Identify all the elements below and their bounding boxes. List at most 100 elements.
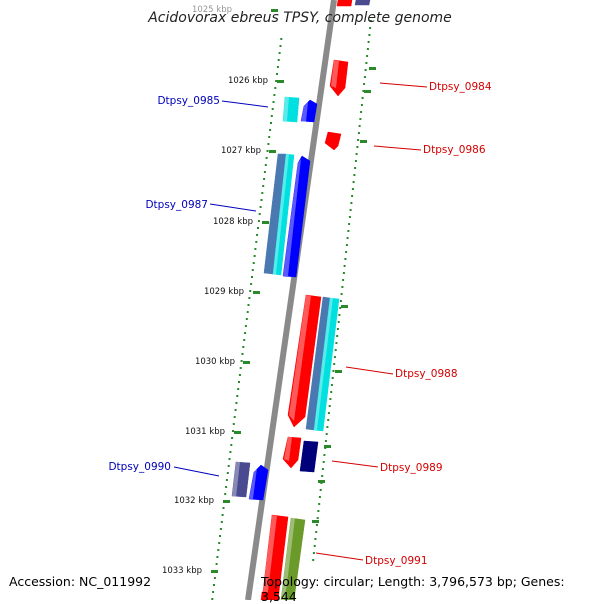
gene-label-dtpsy-0988[interactable]: Dtpsy_0988 — [395, 368, 458, 380]
gene-label-dtpsy-0991[interactable]: Dtpsy_0991 — [365, 555, 428, 567]
tick-dot — [238, 381, 240, 383]
gene-bottom-red[interactable] — [260, 591, 275, 600]
tick-dot — [318, 503, 321, 505]
gene-label-dtpsy-0989[interactable]: Dtpsy_0989 — [380, 462, 443, 474]
tick-dot — [263, 178, 266, 180]
tick-dot — [315, 524, 318, 526]
gene-dtpsy-0991-a[interactable] — [261, 514, 289, 600]
tick-dot — [254, 248, 257, 250]
tick-dot — [350, 202, 353, 204]
tick-dot — [218, 542, 221, 544]
gene-dtpsy-0986[interactable] — [324, 131, 342, 151]
tick-dot — [362, 90, 365, 92]
tick-dot — [327, 412, 330, 414]
gene-dtpsy-0987-b[interactable] — [272, 153, 295, 276]
gene-dtpsy-0985-a[interactable] — [282, 96, 300, 123]
gene-dtpsy-0991-b[interactable] — [280, 517, 306, 600]
gene-dtpsy-0984[interactable] — [329, 59, 349, 97]
tick-dot — [354, 160, 357, 162]
tick-dot — [244, 325, 247, 327]
tick-dot — [326, 426, 329, 428]
tick-dot — [257, 220, 260, 222]
gene-dtpsy-0990-a[interactable] — [231, 461, 251, 498]
tick-dot — [275, 80, 278, 82]
gene-dtpsy-0988-a[interactable] — [287, 294, 322, 428]
tick-dot — [260, 199, 263, 201]
gene-highlight — [283, 159, 301, 276]
gene-top-slate[interactable] — [354, 0, 371, 6]
tick-dot — [366, 48, 369, 50]
tick-dot — [343, 265, 346, 267]
tick-dot — [251, 269, 254, 271]
ruler-major-tick — [253, 291, 260, 294]
tick-dot — [348, 223, 351, 225]
gene-dtpsy-0985-b[interactable] — [300, 99, 318, 123]
tick-dot — [225, 486, 228, 488]
tick-dot — [329, 398, 332, 400]
tick-dot — [360, 104, 363, 106]
tick-dot — [257, 227, 259, 229]
gene-label-dtpsy-0987[interactable]: Dtpsy_0987 — [145, 199, 208, 211]
tick-dot — [256, 234, 259, 236]
tick-dot — [269, 129, 272, 131]
tick-dot — [322, 461, 325, 463]
gene-label-dtpsy-0984[interactable]: Dtpsy_0984 — [429, 81, 492, 93]
tick-dot — [330, 384, 333, 386]
gene-dtpsy-0989-b[interactable] — [299, 440, 319, 473]
tick-dot — [272, 101, 275, 103]
gene-dtpsy-0988-c[interactable] — [313, 297, 340, 432]
tick-dot — [259, 206, 262, 208]
gene-label-dtpsy-0990[interactable]: Dtpsy_0990 — [108, 461, 171, 473]
gene-dtpsy-0987-c[interactable] — [282, 155, 311, 278]
tick-dot — [312, 552, 315, 554]
ruler-major-tick — [223, 500, 230, 503]
tick-dot — [312, 559, 315, 561]
tick-dot — [317, 510, 320, 512]
tick-dot — [231, 437, 234, 439]
tick-dot — [229, 451, 232, 453]
gene-label-dtpsy-0985[interactable]: Dtpsy_0985 — [157, 95, 220, 107]
ruler-label: 1029 kbp — [204, 287, 244, 297]
tick-dot — [264, 164, 267, 166]
tick-dot — [266, 150, 269, 152]
tick-dot — [267, 143, 270, 145]
tick-dot — [314, 538, 317, 540]
tick-dot — [211, 598, 214, 600]
tick-dot — [327, 419, 330, 421]
tick-dot — [334, 349, 337, 351]
gene-dtpsy-0990-b[interactable] — [248, 464, 269, 501]
tick-dot — [356, 146, 359, 148]
tick-dot — [216, 556, 219, 558]
ruler-major-tick — [271, 9, 278, 12]
gene-top-red[interactable] — [336, 0, 353, 7]
gene-highlight — [301, 102, 308, 122]
tick-dot — [227, 465, 230, 467]
tick-dot — [313, 545, 316, 547]
tick-dot — [215, 563, 218, 565]
tick-dot — [323, 454, 326, 456]
tick-dot — [358, 125, 361, 127]
ruler-minor-tick — [360, 140, 367, 143]
tick-dot — [261, 192, 264, 194]
tick-dot — [279, 45, 282, 47]
tick-dot — [265, 157, 268, 159]
gene-label-dtpsy-0986[interactable]: Dtpsy_0986 — [423, 144, 486, 156]
tick-dot — [228, 458, 231, 460]
gene-callout-line — [345, 366, 394, 375]
tick-dot — [242, 346, 245, 348]
tick-dot — [268, 136, 271, 138]
gene-highlight — [249, 468, 257, 499]
map-title: Acidovorax ebreus TPSY, complete genome — [148, 10, 452, 26]
gene-dtpsy-0989-a[interactable] — [282, 436, 302, 469]
ruler-major-tick — [243, 361, 250, 364]
genome-backbone — [245, 0, 337, 600]
tick-dot — [212, 591, 215, 593]
tick-dot — [340, 293, 343, 295]
ruler-major-tick — [262, 221, 269, 224]
tick-dot — [236, 395, 239, 397]
gene-highlight — [331, 60, 339, 88]
tick-dot — [366, 55, 369, 57]
tick-dot — [258, 213, 261, 215]
tick-dot — [270, 115, 273, 117]
